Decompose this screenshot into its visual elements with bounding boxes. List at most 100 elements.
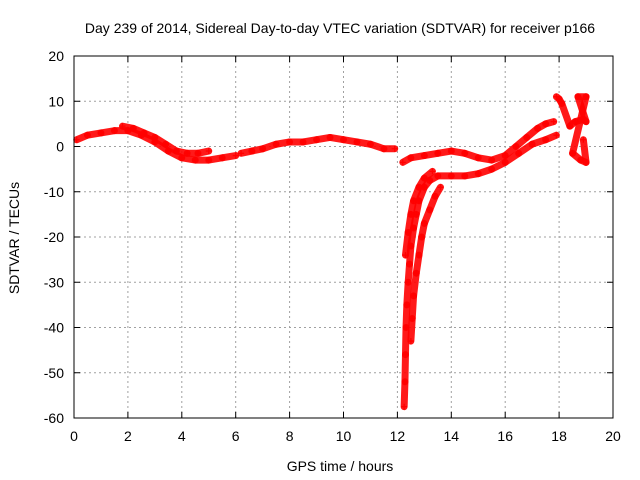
plot-frame [73,55,614,419]
data-point [403,324,410,331]
data-point [583,118,590,125]
data-point [399,159,406,166]
data-point [162,141,169,148]
data-point [426,206,433,213]
data-point [73,136,80,143]
y-tick-label: -30 [44,274,64,290]
data-point [173,148,180,155]
data-point [327,134,334,141]
data-point [401,403,408,410]
data-point [406,261,413,268]
axis-ticks: 0 2 4 6 8 10 12 14 16 18 20 -60 -50 -40 -30 -20 -10 0 10 20 [44,48,621,444]
data-point [380,145,387,152]
point-trace [401,324,410,359]
data-point [391,145,398,152]
data-point [238,150,245,157]
series-group [73,127,240,164]
data-point [461,172,468,179]
point-trace [542,131,560,144]
series-group [399,118,558,166]
data-point [194,150,201,157]
data-point [448,148,455,155]
data-point [273,141,280,148]
data-point [426,177,433,184]
point-trace [408,292,418,322]
point-trace [401,351,409,386]
series-group [552,93,590,166]
y-axis-label: SDTVAR / TECUs [6,182,22,294]
data-point [572,118,579,125]
x-tick-label: 10 [336,428,352,444]
data-point [529,141,536,148]
x-tick-label: 6 [232,428,240,444]
data-point [434,172,441,179]
data-point [515,150,522,157]
y-tick-label: -40 [44,320,64,336]
data-point [421,152,428,159]
data-point [405,229,412,236]
y-tick-label: -10 [44,184,64,200]
data-point [432,193,439,200]
data-point [434,150,441,157]
grid-lines [74,56,613,418]
data-points [73,93,590,411]
data-point [119,123,126,130]
data-point [130,125,137,132]
data-point [300,138,307,145]
data-point [205,157,212,164]
x-tick-label: 4 [178,428,186,444]
data-point [410,197,417,204]
data-point [219,154,226,161]
x-tick-label: 8 [286,428,294,444]
data-point [402,351,409,358]
data-point [429,168,436,175]
x-axis-label: GPS time / hours [287,458,394,474]
x-tick-label: 20 [605,428,621,444]
data-point [418,234,425,240]
data-point [583,159,590,166]
point-trace [558,100,574,130]
data-point [421,220,428,227]
data-point [448,172,455,179]
data-point [405,279,412,286]
data-point [574,93,581,100]
data-point [178,154,185,161]
data-point [192,157,199,164]
data-point [553,132,560,139]
data-point [232,152,239,159]
data-point [410,292,417,299]
data-point [409,315,416,322]
data-point [577,157,584,164]
data-point [403,301,410,308]
data-point [502,159,509,166]
point-trace [410,269,420,300]
series-group [400,131,560,411]
x-tick-label: 14 [444,428,460,444]
y-tick-label: 0 [56,139,64,155]
point-trace [407,314,416,345]
chart-title: Day 239 of 2014, Sidereal Day-to-day VTE… [85,20,595,36]
data-point [151,134,158,141]
data-point [461,150,468,157]
point-trace [569,93,590,157]
data-point [502,152,509,159]
series-group [407,183,445,345]
data-point [475,170,482,177]
x-tick-label: 16 [497,428,513,444]
data-point [558,100,565,107]
data-point [534,125,541,132]
data-point [542,136,549,143]
data-point [415,184,422,191]
data-point [488,157,495,164]
data-point [550,118,557,125]
data-point [437,184,444,191]
data-point [421,175,428,182]
data-point [84,132,91,139]
data-point [566,123,573,130]
data-point [401,378,408,385]
data-point [583,93,590,100]
y-tick-label: 10 [48,93,64,109]
x-tick-label: 0 [70,428,78,444]
data-point [475,154,482,161]
